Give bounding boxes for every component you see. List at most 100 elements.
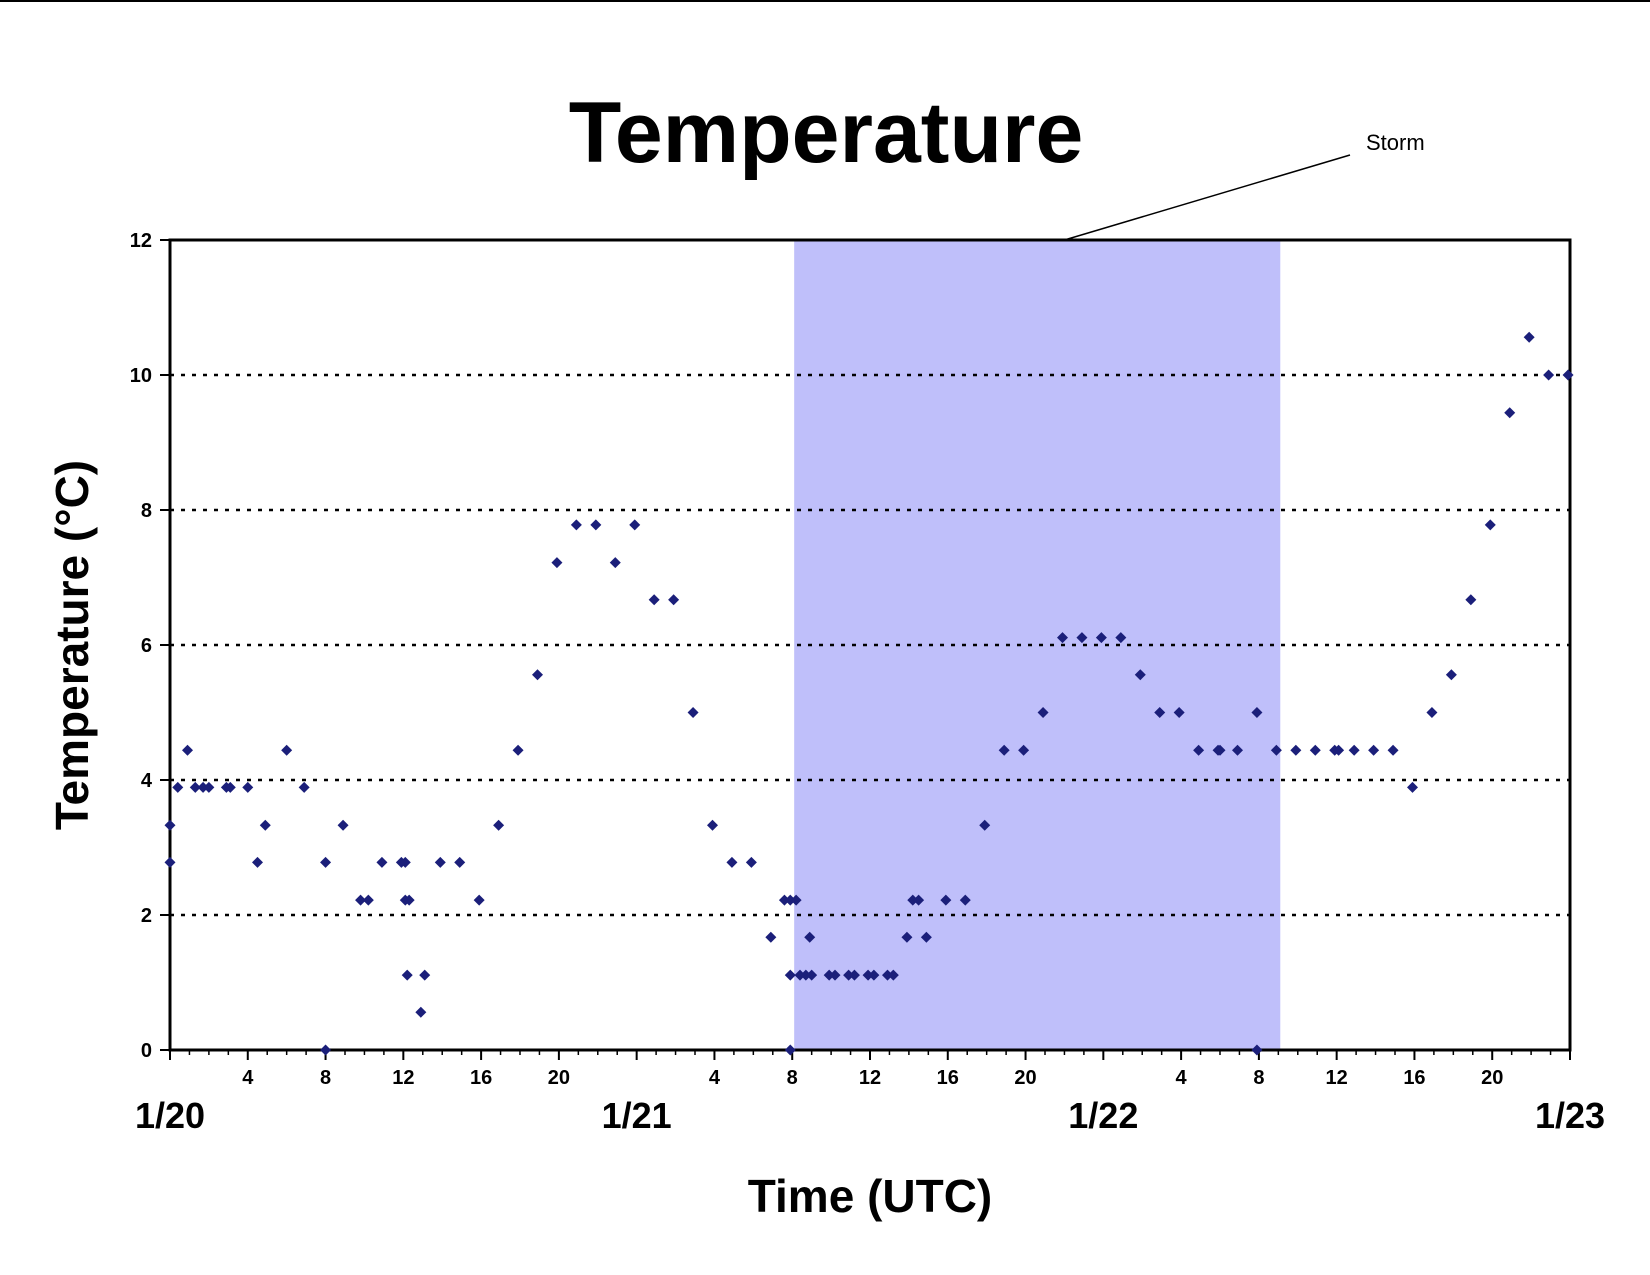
data-point xyxy=(403,894,415,906)
data-point xyxy=(473,894,485,906)
data-point xyxy=(648,594,660,606)
data-point xyxy=(887,969,899,981)
data-point xyxy=(493,819,505,831)
data-point xyxy=(1523,331,1535,343)
data-point xyxy=(1018,744,1030,756)
data-point xyxy=(913,894,925,906)
data-points xyxy=(164,331,1574,1056)
x-hour-tick-label: 12 xyxy=(392,1067,414,1089)
x-hour-tick-label: 8 xyxy=(320,1067,331,1089)
x-hour-tick-label: 12 xyxy=(859,1067,881,1089)
data-point xyxy=(355,894,367,906)
data-point xyxy=(800,969,812,981)
data-point xyxy=(337,819,349,831)
data-point xyxy=(454,856,466,868)
x-hour-tick-label: 4 xyxy=(242,1067,254,1089)
data-point xyxy=(794,969,806,981)
data-point xyxy=(862,969,874,981)
data-point xyxy=(940,894,952,906)
data-point xyxy=(829,969,841,981)
data-point xyxy=(320,856,332,868)
x-date-tick-label: 1/20 xyxy=(135,1095,205,1136)
data-point xyxy=(434,856,446,868)
y-tick-label: 12 xyxy=(130,230,152,252)
x-date-tick-label: 1/22 xyxy=(1068,1095,1138,1136)
data-point xyxy=(252,856,263,868)
data-point xyxy=(979,819,991,831)
data-point xyxy=(1057,632,1068,644)
data-point xyxy=(609,557,621,569)
x-date-tick-label: 1/21 xyxy=(602,1095,672,1136)
y-tick-label: 6 xyxy=(141,635,152,657)
x-hour-tick-label: 4 xyxy=(1176,1067,1188,1089)
data-point xyxy=(419,969,431,981)
data-point xyxy=(668,594,680,606)
data-point xyxy=(1445,669,1457,681)
data-point xyxy=(1348,744,1360,756)
data-point xyxy=(1037,707,1049,718)
data-point xyxy=(1076,632,1088,644)
data-point xyxy=(784,969,796,981)
data-point xyxy=(164,856,176,868)
data-point xyxy=(687,707,699,718)
data-point xyxy=(399,856,411,868)
data-point xyxy=(1193,744,1205,756)
data-point xyxy=(998,744,1010,756)
x-hour-tick-label: 20 xyxy=(548,1067,570,1089)
data-point xyxy=(1115,632,1127,644)
x-hour-tick-label: 16 xyxy=(1403,1067,1425,1089)
data-point xyxy=(907,894,919,906)
x-hour-tick-label: 16 xyxy=(470,1067,492,1089)
x-hour-tick-label: 8 xyxy=(1253,1067,1264,1089)
x-hour-tick-label: 12 xyxy=(1326,1067,1348,1089)
data-point xyxy=(1543,369,1555,381)
data-point xyxy=(415,1006,427,1018)
data-point xyxy=(376,856,388,868)
data-point xyxy=(1095,632,1107,644)
data-point xyxy=(1134,669,1146,681)
data-point xyxy=(1270,744,1282,756)
data-point xyxy=(1232,744,1243,756)
data-point xyxy=(172,781,184,793)
data-point xyxy=(1484,519,1496,531)
data-point xyxy=(823,969,835,981)
chart-title: Temperature xyxy=(569,85,1084,181)
data-point xyxy=(570,519,582,531)
data-point xyxy=(551,557,563,569)
data-point xyxy=(224,781,236,793)
data-point xyxy=(778,894,790,906)
x-hour-tick-label: 4 xyxy=(709,1067,721,1089)
data-point xyxy=(590,519,602,531)
y-tick-label: 8 xyxy=(141,500,152,522)
data-point xyxy=(1368,744,1380,756)
data-point xyxy=(1154,707,1166,718)
storm-annotation: Storm xyxy=(1064,130,1425,241)
data-point xyxy=(512,744,524,756)
data-point xyxy=(1251,1044,1263,1056)
data-point xyxy=(532,669,543,681)
data-point xyxy=(242,781,254,793)
data-point xyxy=(1290,744,1302,756)
x-hour-tick-label: 16 xyxy=(937,1067,959,1089)
data-point xyxy=(1504,407,1516,419)
data-point xyxy=(164,819,176,831)
data-point xyxy=(281,744,293,756)
data-point xyxy=(882,969,893,981)
x-hour-tick-label: 20 xyxy=(1481,1067,1503,1089)
data-point xyxy=(629,519,641,531)
data-point xyxy=(707,819,718,831)
gridlines xyxy=(170,373,1570,917)
data-point xyxy=(189,781,201,793)
data-point xyxy=(806,969,818,981)
data-point xyxy=(1173,707,1185,718)
y-tick-label: 0 xyxy=(141,1040,152,1062)
data-point xyxy=(1251,707,1263,718)
data-point xyxy=(197,781,209,793)
x-axis-title: Time (UTC) xyxy=(748,1170,993,1222)
data-point xyxy=(901,931,913,943)
data-point xyxy=(320,1044,332,1056)
data-point xyxy=(401,969,413,981)
data-point xyxy=(843,969,855,981)
